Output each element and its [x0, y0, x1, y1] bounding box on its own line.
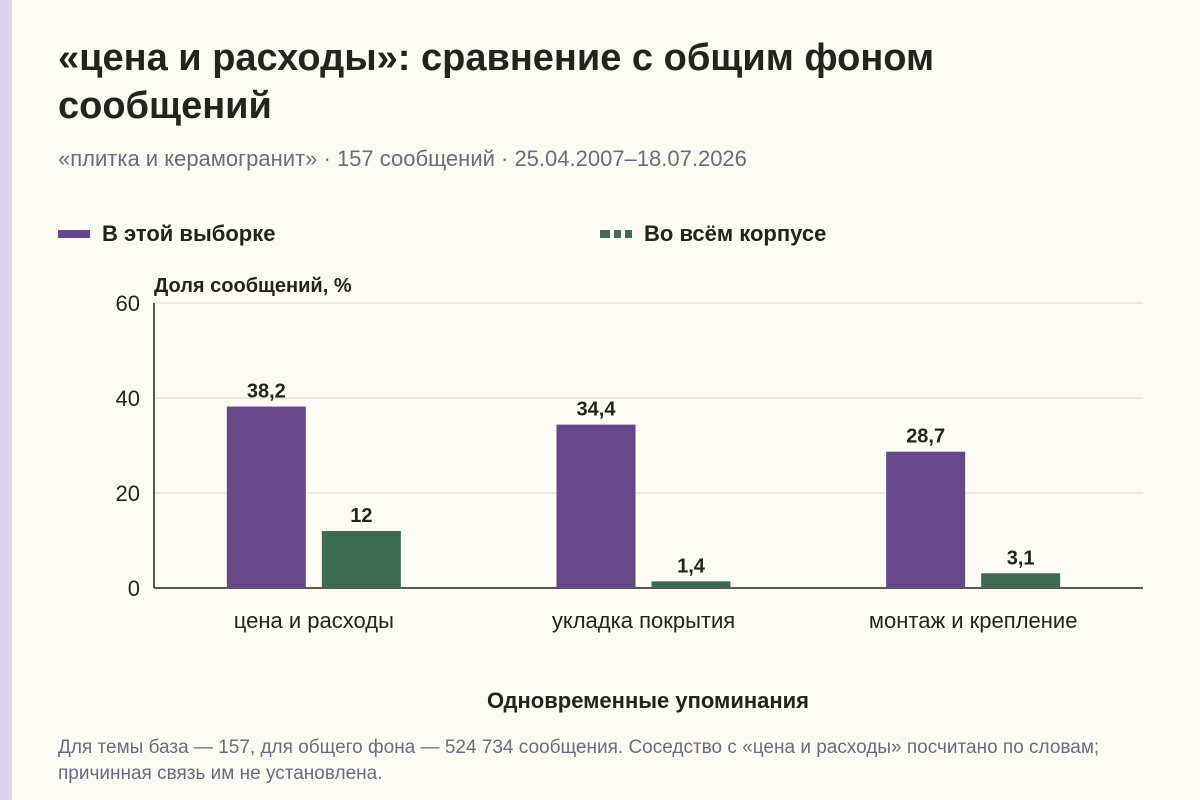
legend-item-sample: В этой выборке — [58, 219, 275, 249]
footnote: Для темы база — 157, для общего фона — 5… — [58, 737, 1100, 784]
y-axis-label: Доля сообщений, % — [154, 275, 352, 297]
data-label: 1,4 — [677, 555, 706, 577]
y-tick-label: 20 — [116, 481, 140, 506]
bar-sample — [886, 451, 966, 588]
legend-label-corpus: Во всём корпусе — [644, 221, 827, 246]
legend-item-corpus: Во всём корпусе — [600, 219, 826, 249]
data-label: 28,7 — [906, 426, 945, 448]
accent-strip — [0, 0, 12, 800]
legend-swatch-corpus — [600, 230, 632, 238]
data-label: 38,2 — [247, 381, 286, 403]
bar-sample — [556, 424, 636, 588]
chart-subtitle: «плитка и керамогранит» · 157 сообщений … — [58, 146, 747, 171]
bar-sample — [226, 406, 306, 588]
data-label: 3,1 — [1007, 547, 1035, 569]
bar-corpus — [981, 573, 1061, 588]
chart-title: «цена и расходы»: сравнение с общим фоно… — [58, 37, 935, 127]
legend-swatch-sample — [58, 230, 90, 238]
bar-corpus — [651, 581, 731, 588]
y-tick-label: 60 — [116, 291, 140, 316]
data-label: 12 — [350, 505, 372, 527]
data-label: 34,4 — [577, 399, 617, 421]
x-axis-label: Одновременные упоминания — [487, 688, 809, 713]
legend-label-sample: В этой выборке — [102, 221, 276, 246]
x-tick-label: монтаж и крепление — [869, 608, 1078, 633]
y-tick-label: 40 — [116, 386, 140, 411]
x-tick-label: укладка покрытия — [552, 608, 735, 633]
x-tick-label: цена и расходы — [234, 608, 394, 633]
bar-corpus — [321, 531, 401, 588]
y-tick-label: 0 — [128, 576, 140, 601]
